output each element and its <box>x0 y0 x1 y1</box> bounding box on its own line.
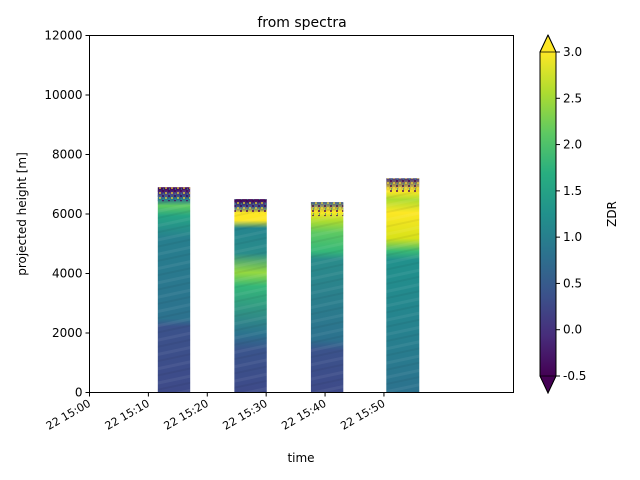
colorbar-gradient <box>540 52 556 376</box>
y-tick-label: 2000 <box>52 326 83 340</box>
segment-texture <box>157 187 191 393</box>
chart-title: from spectra <box>257 15 346 31</box>
segment-noisy-top <box>157 187 191 202</box>
y-tick-label: 6000 <box>52 207 83 221</box>
x-axis-label: time <box>287 451 314 465</box>
y-axis-label: projected height [m] <box>15 152 29 276</box>
colorbar-tick-label: 0.5 <box>563 276 582 290</box>
colorbar-tick-label: 1.5 <box>563 184 582 198</box>
segment-texture <box>234 199 267 393</box>
segment-texture <box>386 178 420 393</box>
x-tick-label: 22 15:00 <box>44 397 93 433</box>
y-tick-label: 0 <box>75 386 83 400</box>
y-tick-label: 4000 <box>52 267 83 281</box>
data-segment-2 <box>234 199 267 393</box>
x-tick-label: 22 15:50 <box>338 397 387 433</box>
colorbar-ticks: -0.5 0.0 0.5 1.0 1.5 2.0 2.5 3.0 <box>556 45 586 383</box>
segment-texture <box>310 202 344 393</box>
segment-noisy-top <box>234 199 267 214</box>
data-segment-1 <box>157 187 191 393</box>
segment-noisy-top <box>386 178 420 193</box>
plot-frame <box>89 35 514 393</box>
y-tick-label: 12000 <box>44 29 82 43</box>
colorbar-label: ZDR <box>605 201 619 227</box>
colorbar-tick-label: 1.0 <box>563 230 582 244</box>
x-tick-label: 22 15:30 <box>221 397 270 433</box>
y-tick-label: 8000 <box>52 148 83 162</box>
colorbar-tick-label: -0.5 <box>563 369 586 383</box>
x-tick-label: 22 15:40 <box>279 397 328 433</box>
x-tick-label: 22 15:10 <box>103 397 152 433</box>
y-tick-label: 10000 <box>44 88 82 102</box>
data-segment-4 <box>386 178 420 393</box>
x-axis: 22 15:00 22 15:10 22 15:20 22 15:30 22 15:40… <box>44 392 387 433</box>
x-tick-label: 22 15:20 <box>162 397 211 433</box>
data-segment-3 <box>310 202 344 393</box>
colorbar-tick-label: 2.5 <box>563 91 582 105</box>
colorbar-tick-label: 0.0 <box>563 323 582 337</box>
colorbar: -0.5 0.0 0.5 1.0 1.5 2.0 2.5 3.0 ZDR <box>539 34 619 395</box>
colorbar-tick-label: 2.0 <box>563 138 582 152</box>
colorbar-tick-label: 3.0 <box>563 45 582 59</box>
colorbar-lower-extend <box>539 375 557 394</box>
segment-noisy-top <box>310 202 344 217</box>
y-axis: 0 2000 4000 6000 8000 10000 12000 <box>44 29 90 400</box>
colorbar-upper-extend <box>539 34 557 53</box>
plot-area <box>157 178 420 393</box>
